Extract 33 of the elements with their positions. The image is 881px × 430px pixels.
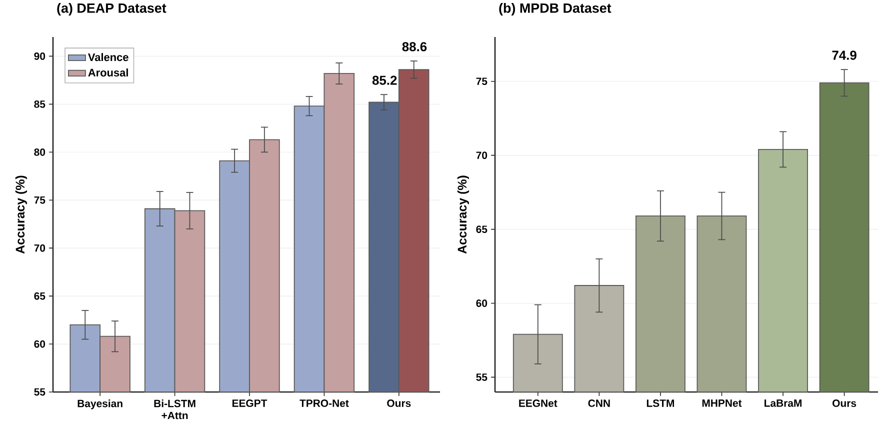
legend-label: Valence [88,53,128,62]
y-tick-label: 65 [476,226,488,233]
y-tick-label: 75 [476,78,488,86]
y-tick-label: 75 [34,196,46,204]
y-tick-label: 80 [34,148,46,156]
chart-title: (a) DEAP Dataset [57,2,166,16]
data-label: 88.6 [402,42,427,52]
x-tick-label: EEGPT [232,400,268,407]
x-tick-label: Ours [832,400,856,407]
x-tick-label: LaBraM [764,400,802,407]
data-label: 74.9 [832,50,856,60]
x-tick-label: MHPNet [702,400,742,407]
x-tick-label: Ours [387,400,411,407]
y-tick-label: 70 [476,152,488,160]
y-tick-label: 85 [34,100,46,108]
x-tick-label: EEGNet [519,400,558,407]
y-tick-label: 55 [34,388,46,396]
y-tick-label: 60 [476,300,488,307]
legend-label: Arousal [88,68,128,77]
data-label: 85.2 [372,76,397,85]
y-axis-title: Accuracy (%) [457,176,470,254]
y-tick-label: 70 [34,244,46,252]
x-tick-label: Bayesian [78,400,122,410]
y-tick-label: 65 [34,292,46,300]
y-axis-title: Accuracy (%) [15,176,27,254]
x-tick-label: Bi-LSTM +Attn [154,400,196,420]
x-tick-label: CNN [588,400,610,407]
chart-title: (b) MPDB Dataset [499,2,612,16]
y-tick-label: 90 [34,52,46,60]
x-tick-label: LSTM [646,400,674,407]
y-tick-label: 60 [34,340,46,348]
y-tick-label: 55 [476,374,488,381]
x-tick-label: TPRO-Net [300,400,349,407]
